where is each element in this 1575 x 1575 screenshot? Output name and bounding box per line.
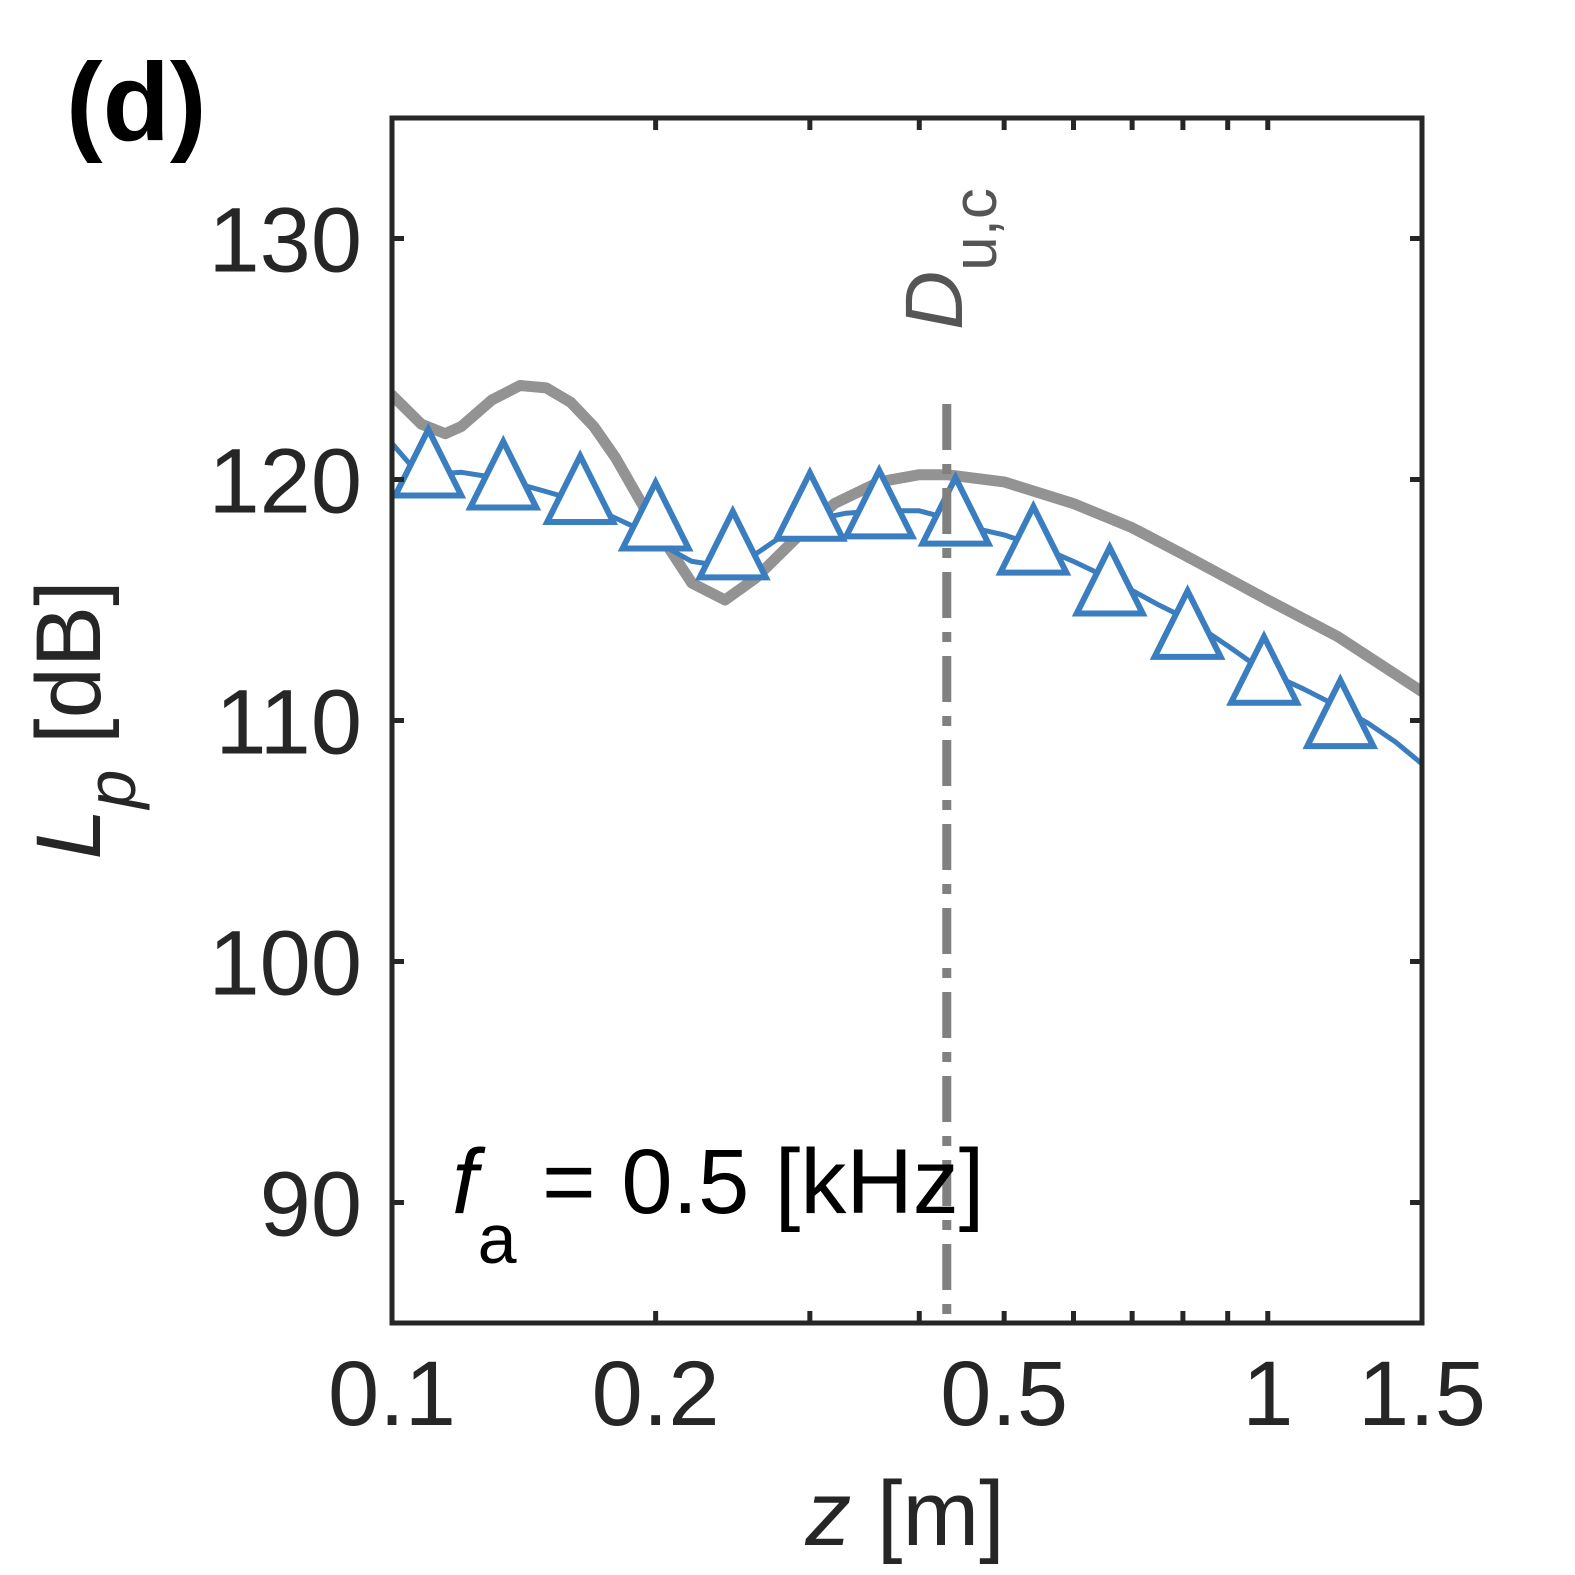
marker-measured xyxy=(1149,584,1226,660)
marker-measured xyxy=(617,475,694,552)
y-tick-label: 130 xyxy=(209,190,363,292)
marker-measured xyxy=(542,449,619,525)
marker-measured xyxy=(694,504,771,581)
tick-layer: 0.1 0.2 0.5 1 1.5 90 100 110 120 130 xyxy=(209,118,1486,1445)
frequency-annotation: fa = 0.5 [kHz] xyxy=(452,1131,984,1278)
x-axis-var: z xyxy=(804,1463,851,1565)
vline-label: Du,c xyxy=(889,188,1010,330)
vline-label-main: D xyxy=(889,271,980,330)
y-axis-unit: [dB] xyxy=(18,580,120,769)
annotation-sub: a xyxy=(478,1200,517,1278)
marker-measured xyxy=(841,463,918,540)
series-layer xyxy=(392,380,1422,766)
y-tick-label: 110 xyxy=(215,672,362,774)
marker-measured xyxy=(1302,673,1379,750)
marker-measured xyxy=(465,434,542,511)
x-tick-label: 1 xyxy=(1242,1343,1293,1445)
plot-area xyxy=(392,118,1422,1323)
marker-measured xyxy=(772,466,848,542)
annotation-rest: = 0.5 [kHz] xyxy=(517,1131,985,1233)
marker-measured xyxy=(1226,629,1302,706)
marker-measured xyxy=(995,499,1072,576)
marker-measured xyxy=(917,470,994,547)
vline-label-sub: u,c xyxy=(941,188,1010,271)
marker-measured xyxy=(1071,540,1148,617)
x-tick-label: 0.1 xyxy=(328,1343,456,1445)
y-tick-label: 120 xyxy=(209,431,363,533)
x-axis-title: z [m] xyxy=(804,1463,1004,1565)
y-axis-sub: p xyxy=(72,770,150,811)
y-tick-label: 90 xyxy=(260,1154,362,1256)
marker-measured xyxy=(392,422,467,499)
y-axis-var: L xyxy=(18,808,120,859)
x-axis-unit: [m] xyxy=(851,1463,1004,1565)
series-group xyxy=(392,380,1422,766)
panel-label: (d) xyxy=(66,41,206,164)
y-axis-title: Lp [dB] xyxy=(18,580,150,859)
x-tick-label: 0.5 xyxy=(940,1343,1068,1445)
y-tick-label: 100 xyxy=(209,913,363,1015)
x-tick-label: 0.2 xyxy=(592,1343,720,1445)
x-tick-label: 1.5 xyxy=(1358,1343,1486,1445)
